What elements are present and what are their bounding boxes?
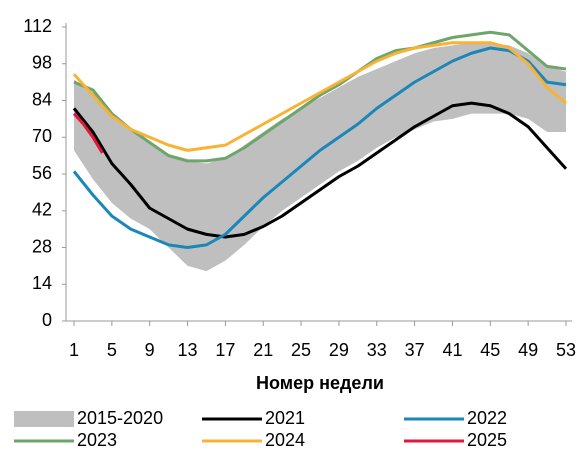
x-tick-label: 29: [329, 340, 349, 360]
line-series: [72, 101, 568, 239]
x-tick-label: 1: [69, 340, 79, 360]
x-tick-label: 17: [215, 340, 235, 360]
x-tick-label: 45: [480, 340, 500, 360]
y-tick-label: 112: [23, 16, 52, 36]
x-tick-label: 41: [442, 340, 462, 360]
x-tick-label: 9: [145, 340, 155, 360]
y-tick-label: 70: [32, 126, 52, 146]
x-tick-label: 49: [518, 340, 538, 360]
x-tick-label: 21: [253, 340, 273, 360]
x-tick-label: 13: [178, 340, 198, 360]
x-axis-label: Номер недели: [256, 373, 384, 393]
y-tick-label: 56: [32, 163, 52, 183]
line-series: [72, 112, 104, 154]
y-tick-label: 42: [32, 200, 52, 220]
legend-label: 2021: [265, 408, 305, 428]
legend-swatch: [14, 411, 74, 427]
y-tick-label: 98: [32, 53, 52, 73]
x-tick-label: 5: [107, 340, 117, 360]
legend-label: 2025: [467, 430, 507, 450]
x-tick-label: 37: [405, 340, 425, 360]
range-band: [74, 42, 566, 272]
x-tick-label: 25: [291, 340, 311, 360]
y-tick-label: 28: [32, 236, 52, 256]
y-tick-label: 0: [42, 310, 52, 330]
legend-label: 2024: [265, 430, 305, 450]
legend-label: 2022: [467, 408, 507, 428]
y-tick-label: 84: [32, 89, 52, 109]
legend-label: 2023: [77, 430, 117, 450]
line-series: [72, 46, 567, 249]
x-tick-label: 53: [556, 340, 576, 360]
legend-label: 2015-2020: [77, 408, 163, 428]
y-tick-label: 14: [32, 273, 52, 293]
line-series: [73, 30, 567, 163]
x-tick-label: 33: [367, 340, 387, 360]
line-series: [72, 41, 567, 152]
